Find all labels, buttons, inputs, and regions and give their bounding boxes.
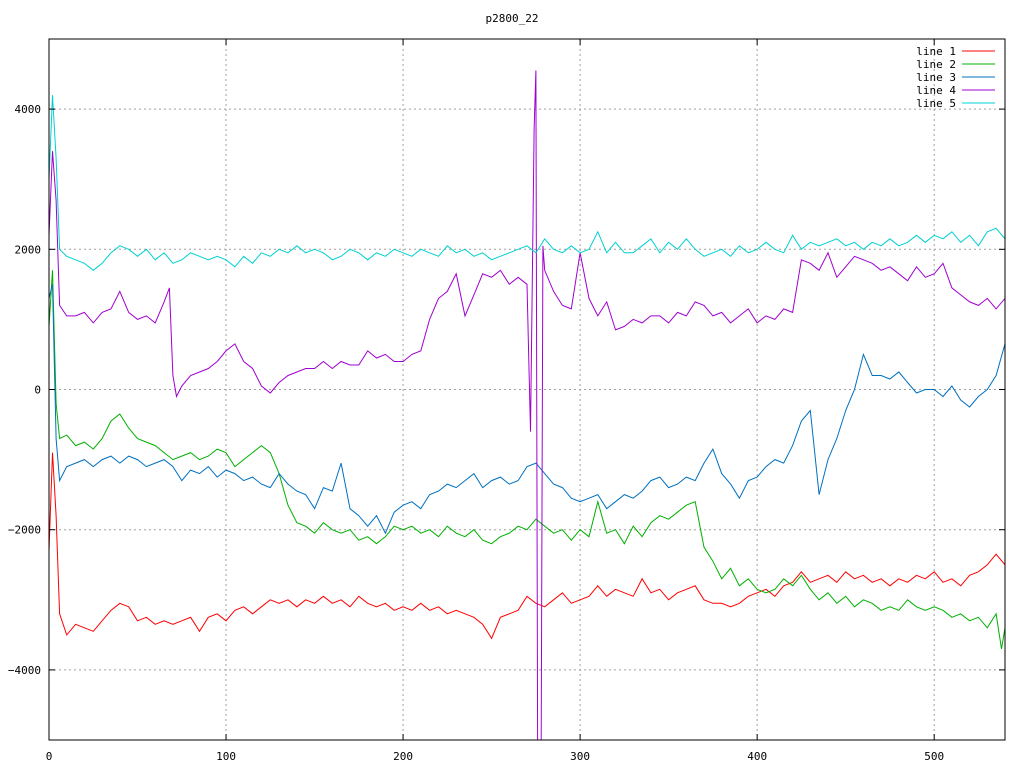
- legend-label-4: line 4: [916, 84, 956, 97]
- y-tick-label: 2000: [15, 243, 42, 256]
- x-tick-label: 500: [924, 750, 944, 763]
- legend-label-3: line 3: [916, 71, 956, 84]
- series-line-4: [49, 70, 1005, 740]
- axis-ticks: 0 100 200 300 400 500 −4000 −2000 0 2000 4000: [8, 39, 1005, 763]
- x-tick-label: 200: [393, 750, 413, 763]
- y-tick-label: 4000: [15, 103, 42, 116]
- series-line-1: [49, 452, 1005, 640]
- y-tick-label: −2000: [8, 524, 41, 537]
- series-line-5: [49, 95, 1005, 271]
- chart-title: p2800_22: [486, 12, 539, 25]
- x-tick-label: 300: [570, 750, 590, 763]
- series-line-2: [49, 270, 1005, 649]
- x-tick-label: 100: [216, 750, 236, 763]
- y-tick-label: 0: [34, 384, 41, 397]
- plot-frame: [48, 38, 1006, 741]
- x-tick-label: 0: [46, 750, 53, 763]
- legend-label-5: line 5: [916, 97, 956, 110]
- y-tick-label: −4000: [8, 664, 41, 677]
- series-line-3: [49, 284, 1005, 535]
- series-layer: [49, 70, 1005, 740]
- grid: [49, 39, 1005, 740]
- legend-label-1: line 1: [916, 45, 956, 58]
- x-tick-label: 400: [747, 750, 767, 763]
- legend-label-2: line 2: [916, 58, 956, 71]
